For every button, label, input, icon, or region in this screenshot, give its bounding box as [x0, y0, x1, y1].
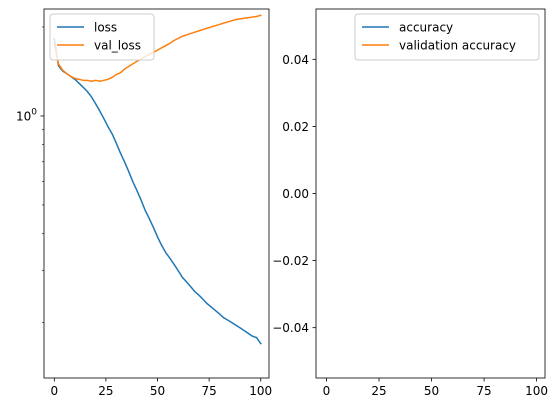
loss-x-tick-label: 0 [51, 384, 59, 398]
accuracy-x-tick-label: 75 [476, 384, 491, 398]
accuracy-x-tick-label: 100 [525, 384, 548, 398]
loss-x-ticks: 0 25 50 75 100 [51, 378, 272, 398]
accuracy-y-tick-label: 0.02 [282, 120, 309, 134]
accuracy-y-ticks: 0.04 0.02 0.00 −0.02 −0.04 [272, 53, 316, 335]
accuracy-y-tick-label: 0.04 [282, 53, 309, 67]
accuracy-y-tick-label: −0.02 [272, 254, 309, 268]
accuracy-x-tick-label: 0 [323, 384, 331, 398]
loss-y-tick-base: 10 [16, 109, 31, 123]
accuracy-legend: accuracy validation accuracy [354, 13, 540, 61]
accuracy-legend-box [354, 13, 540, 61]
loss-legend-label: val_loss [94, 39, 141, 53]
loss-series-lines [53, 14, 262, 345]
accuracy-x-tick-label: 50 [424, 384, 439, 398]
loss-x-tick-label: 25 [98, 384, 113, 398]
loss-y-ticks: 100 [16, 26, 44, 323]
loss-y-tick-exponent: 0 [31, 107, 37, 117]
loss-y-tick-label: 100 [16, 107, 37, 123]
accuracy-x-ticks: 0 25 50 75 100 [323, 378, 548, 398]
loss-x-tick-label: 50 [150, 384, 165, 398]
loss-axes-frame [43, 8, 270, 379]
loss-legend-box [49, 13, 155, 61]
loss-x-tick-label: 100 [249, 384, 272, 398]
loss-legend-label: loss [94, 21, 117, 35]
accuracy-y-tick-label: 0.00 [282, 187, 309, 201]
accuracy-y-tick-label: −0.04 [272, 321, 309, 335]
accuracy-x-tick-label: 25 [371, 384, 386, 398]
loss-series-loss-line [53, 38, 262, 345]
accuracy-legend-label: accuracy [399, 21, 453, 35]
accuracy-legend-label: validation accuracy [399, 39, 516, 53]
loss-x-tick-label: 75 [201, 384, 216, 398]
loss-series-val-loss-line [53, 14, 262, 83]
accuracy-panel: 0 25 50 75 100 0.04 0.02 0.00 −0.02 −0.04 accura… [272, 8, 548, 398]
loss-legend: loss val_loss [49, 13, 155, 61]
